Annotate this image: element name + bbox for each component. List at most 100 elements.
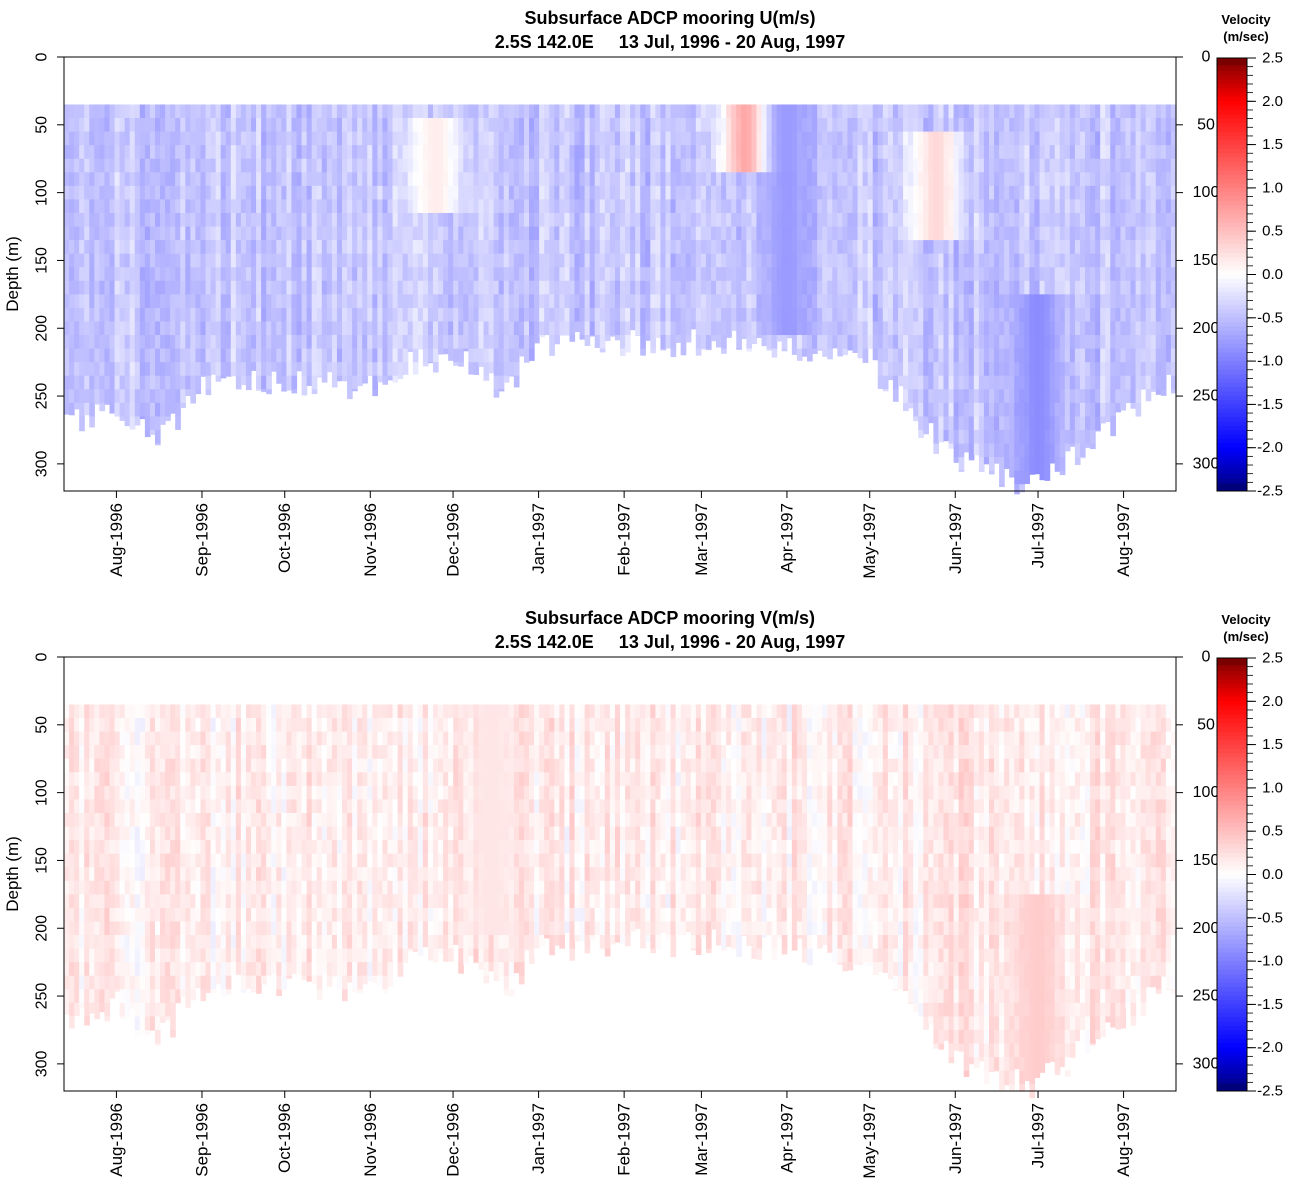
heatmap-cell — [215, 118, 222, 133]
colorbar-segment — [1217, 335, 1247, 340]
heatmap-cell — [498, 267, 505, 282]
heatmap-cell — [938, 131, 945, 146]
heatmap-cell — [584, 104, 591, 119]
heatmap-cell — [630, 240, 636, 255]
heatmap-cell — [933, 280, 940, 295]
heatmap-cell — [1029, 240, 1036, 255]
heatmap-cell — [523, 131, 530, 146]
heatmap-cell — [104, 253, 111, 268]
heatmap-cell — [165, 240, 171, 255]
heatmap-cell — [1135, 307, 1142, 323]
heatmap-cell — [554, 118, 560, 133]
heatmap-cell — [898, 240, 904, 255]
heatmap-cell — [382, 348, 389, 363]
heatmap-cell — [170, 253, 176, 268]
heatmap-cell — [79, 226, 85, 241]
heatmap-cell — [877, 362, 884, 377]
heatmap-cell — [1024, 158, 1031, 173]
heatmap-cell — [695, 280, 702, 295]
heatmap-cell — [640, 131, 646, 146]
heatmap-cell — [1029, 118, 1036, 133]
heatmap-cell — [124, 348, 131, 363]
heatmap-cell — [660, 158, 667, 173]
heatmap-cell — [301, 185, 308, 201]
heatmap-cell — [1165, 172, 1172, 187]
heatmap-cell — [377, 145, 384, 160]
heatmap-cell — [165, 118, 171, 133]
heatmap-cell — [84, 172, 90, 187]
heatmap-cell — [245, 158, 252, 173]
heatmap-cell — [958, 402, 965, 418]
heatmap-cell — [129, 158, 136, 173]
heatmap-cell — [978, 185, 985, 201]
heatmap-cell — [1170, 267, 1177, 282]
heatmap-cell — [1034, 199, 1041, 214]
heatmap-cell — [1155, 294, 1162, 309]
heatmap-cell — [933, 416, 940, 431]
heatmap-cell — [1100, 375, 1106, 390]
heatmap-cell — [973, 267, 980, 282]
heatmap-cell — [220, 145, 227, 160]
heatmap-cell — [493, 158, 500, 173]
heatmap-cell — [84, 335, 90, 350]
colorbar-segment — [1217, 170, 1247, 176]
heatmap-cell — [170, 145, 176, 160]
heatmap-cell — [291, 172, 298, 187]
heatmap-cell — [402, 321, 409, 336]
heatmap-cell — [240, 348, 247, 363]
heatmap-cell — [534, 199, 540, 214]
heatmap-cell — [443, 145, 449, 160]
heatmap-cell — [518, 280, 525, 295]
heatmap-cell — [812, 158, 818, 173]
heatmap-cell — [1044, 443, 1051, 458]
heatmap-cell — [1034, 253, 1041, 268]
heatmap-cell — [144, 240, 151, 255]
heatmap-cell — [554, 212, 560, 228]
heatmap-cell — [801, 335, 808, 350]
heatmap-cell — [928, 335, 934, 350]
heatmap-cell — [160, 267, 166, 282]
heatmap-cell — [180, 389, 186, 404]
heatmap-cell — [983, 429, 990, 445]
heatmap-cell — [256, 226, 262, 241]
heatmap-cell — [604, 145, 611, 160]
heatmap-cell — [589, 294, 596, 309]
heatmap-cell — [1135, 375, 1142, 390]
heatmap-cell — [79, 172, 85, 187]
heatmap-cell — [832, 104, 838, 119]
heatmap-cell — [908, 294, 914, 309]
heatmap-cell — [271, 118, 277, 133]
heatmap-cell — [710, 335, 717, 342]
heatmap-cell — [205, 226, 212, 241]
heatmap-cell — [215, 321, 222, 336]
heatmap-cell — [215, 307, 222, 323]
heatmap-cell — [523, 172, 530, 187]
heatmap-cell — [685, 253, 692, 268]
heatmap-cell — [1004, 362, 1010, 377]
heatmap-cell — [114, 335, 121, 350]
heatmap-cell — [518, 335, 525, 350]
heatmap-cell — [877, 185, 884, 201]
heatmap-cell — [64, 240, 70, 255]
heatmap-cell — [185, 294, 191, 309]
heatmap-cell — [84, 104, 90, 119]
heatmap-cell — [357, 280, 363, 295]
heatmap-cell — [286, 118, 293, 133]
heatmap-cell — [923, 185, 929, 201]
heatmap-cell — [69, 280, 75, 295]
heatmap-cell — [650, 172, 656, 187]
heatmap-cell — [342, 172, 348, 187]
heatmap-cell — [316, 172, 323, 187]
heatmap-cell — [609, 280, 616, 295]
heatmap-cell — [79, 335, 85, 350]
heatmap-cell — [726, 172, 732, 187]
heatmap-cell — [933, 321, 940, 336]
heatmap-cell — [306, 335, 313, 350]
heatmap-cell — [256, 335, 262, 350]
heatmap-cell — [1090, 429, 1096, 445]
heatmap-cell — [877, 335, 884, 350]
colorbar-segment — [1217, 265, 1247, 271]
heatmap-cell — [109, 185, 116, 201]
heatmap-cell — [129, 267, 136, 282]
heatmap-cell — [928, 294, 934, 309]
